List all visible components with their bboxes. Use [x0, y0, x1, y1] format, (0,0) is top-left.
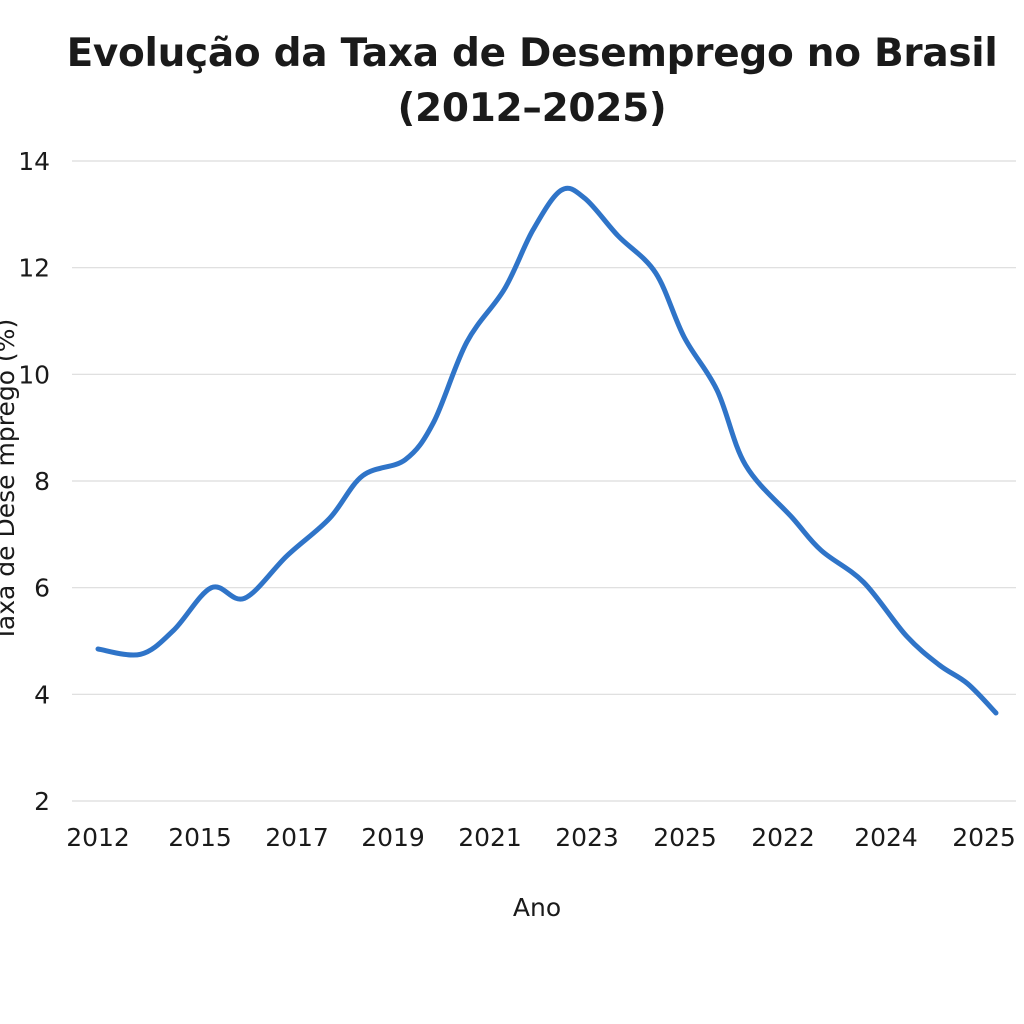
x-tick-label: 2024 [854, 823, 918, 852]
y-tick-label: 2 [34, 787, 50, 816]
x-tick-label: 2019 [361, 823, 425, 852]
y-tick-label: 12 [18, 254, 50, 283]
x-tick-label: 2025 [952, 823, 1016, 852]
unemployment-rate-line [95, 185, 999, 716]
y-tick-label: 4 [34, 680, 50, 709]
x-tick-label: 2021 [458, 823, 522, 852]
y-tick-label: 6 [34, 574, 50, 603]
y-axis-ticks: 2 4 6 8 10 12 14 [18, 147, 50, 816]
series-line-group [95, 185, 999, 716]
y-tick-label: 8 [34, 467, 50, 496]
x-tick-label: 2017 [265, 823, 329, 852]
chart-title: Evolução da Taxa de Desemprego no Brasil… [0, 26, 1024, 136]
x-axis-ticks: 2012 2015 2017 2019 2021 2023 2025 2022 2024 2025 [66, 823, 1016, 852]
x-axis-label: Ano [513, 893, 561, 922]
y-tick-label: 10 [18, 360, 50, 389]
chart-title-line-2: (2012–2025) [397, 86, 667, 131]
chart-title-line-1: Evolução da Taxa de Desemprego no Brasil [66, 31, 998, 76]
gridlines [72, 160, 1016, 802]
x-tick-label: 2022 [751, 823, 815, 852]
y-tick-label: 14 [18, 147, 50, 176]
y-axis-label: Taxa de Dese mprego (%) [0, 319, 20, 642]
x-tick-label: 2025 [653, 823, 717, 852]
x-tick-label: 2023 [555, 823, 619, 852]
x-tick-label: 2015 [168, 823, 232, 852]
x-tick-label: 2012 [66, 823, 130, 852]
